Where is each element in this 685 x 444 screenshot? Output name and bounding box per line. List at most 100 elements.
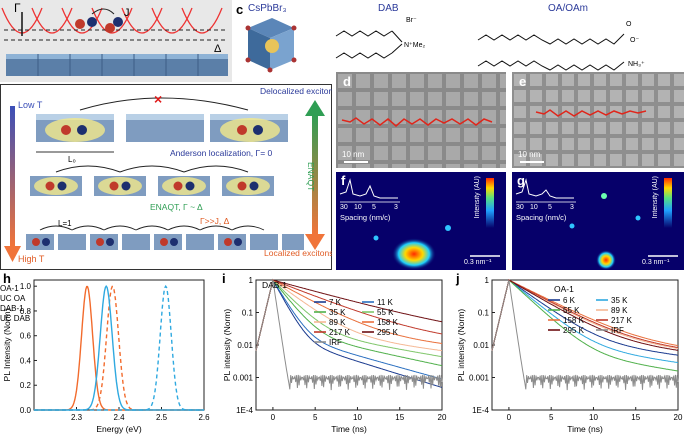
panel-e-scale: 10 nm: [518, 150, 541, 159]
i-legend-label: 295 K: [377, 328, 399, 337]
perovskite-structure: [245, 18, 297, 73]
l0-label: L₀: [68, 155, 76, 164]
i-legend-label: 158 K: [377, 318, 399, 327]
panel-b-exciton-schematic: Low T High T Delocalized excitons Locali…: [0, 84, 332, 270]
j-symbol: J: [124, 7, 130, 19]
j-ytick-label: 1E-4: [472, 406, 489, 415]
oa-title: OA/OAm: [548, 3, 589, 14]
h-ytick-label: 0.6: [20, 332, 32, 341]
panel-label-g: g: [517, 173, 525, 188]
i-xtick-label: 15: [395, 413, 404, 422]
i-xtick-label: 0: [271, 413, 276, 422]
svg-text:×: ×: [154, 91, 162, 107]
i-series-217-k: [255, 279, 443, 351]
localized-row: [26, 234, 304, 250]
i-ylabel: PL intensity (Norm): [222, 309, 232, 382]
h-ytick-label: 0.4: [20, 356, 32, 365]
panel-label-e: e: [519, 74, 527, 89]
panel-label-i: i: [222, 271, 226, 286]
panel-g-fft: 30 10 5 3 Spacing (nm/c) 0.3 nm⁻¹ Intens…: [512, 172, 684, 270]
i-legend-label: 55 K: [377, 308, 394, 317]
panel-e-tem-image: 10 nm: [512, 72, 684, 168]
i-series-irf: [255, 279, 443, 391]
panel-f-fft: 30 10 5 3 Spacing (nm/c) 0.3 nm⁻¹ Intens…: [336, 172, 506, 270]
br-label: Br⁻: [406, 17, 417, 24]
i-legend-label: IRF: [329, 338, 342, 347]
j-legend-label: 217 K: [611, 316, 633, 325]
j-legend-label: 35 K: [611, 296, 628, 305]
panel-f-tick-5: 5: [372, 204, 376, 211]
j-series-295-k: [491, 279, 679, 351]
chart-j: 0 5 10 15 20 1E-4 0.001 0.01 0.1 1 Time (ns) PL int…: [456, 276, 683, 434]
h-ytick-label: 0.0: [20, 406, 32, 415]
h-legend-label: UC OA: [0, 294, 26, 303]
dab-molecule: [335, 30, 403, 59]
panel-g-tick-10: 10: [530, 204, 538, 211]
h-ytick-label: 0.8: [20, 307, 32, 316]
i-series-89-k: [255, 279, 443, 352]
i-xlabel: Time (ns): [331, 424, 367, 434]
h-series-uc-oa: [34, 285, 204, 411]
j-series-irf: [491, 279, 679, 391]
panel-label-d-overlay: d: [343, 74, 351, 89]
anderson-label: Anderson localization, Γ= 0: [170, 148, 273, 158]
nh3-label: NH₃⁺: [628, 61, 645, 68]
i-legend-label: 11 K: [377, 298, 394, 307]
i-series-11-k: [255, 278, 443, 380]
anderson-row: × L₀ Anderson localization, Γ= 0: [36, 91, 288, 164]
panel-f-tick-10: 10: [354, 204, 362, 211]
panel-f-cbar-label: Intensity (AU): [474, 176, 481, 219]
j-legend-label: 295 K: [563, 326, 585, 335]
panel-f-xlabel: Spacing (nm/c): [340, 213, 391, 222]
dab-title: DAB: [378, 3, 399, 14]
i-ytick-label: 1E-4: [236, 406, 253, 415]
chart-i: 0 5 10 15 20 1E-4 0.001 0.01 0.1 1 Time (ns) PL int…: [222, 276, 447, 434]
h-legend-label: UC DAB: [0, 314, 30, 323]
panel-f-tick-30: 30: [340, 204, 348, 211]
i-ytick-label: 1: [249, 276, 254, 285]
j-legend-label: IRF: [611, 326, 624, 335]
j-legend-label: 89 K: [611, 306, 628, 315]
j-title: OA-1: [554, 284, 574, 294]
h-xtick-label: 2.3: [71, 413, 83, 422]
j-xlabel: Time (ns): [567, 424, 603, 434]
j-xtick-label: 5: [549, 413, 554, 422]
delocalized-label: Delocalized excitons: [260, 86, 332, 96]
j-series-55-k: [491, 279, 679, 372]
panel-c-structures: N⁺Me₂ Br⁻ O O⁻ NH₃⁺: [245, 17, 645, 73]
j-xtick-label: 0: [507, 413, 512, 422]
panel-d-tem-image: 10 nm: [336, 72, 506, 168]
enaqt-row-label: ENAQT, Γ ~ Δ: [150, 202, 203, 212]
panel-label-c: c: [236, 2, 244, 17]
h-xtick-label: 2.4: [113, 413, 125, 422]
i-ytick-label: 0.001: [233, 374, 254, 383]
cspbbr3-title: CsPbBr₃: [248, 3, 287, 14]
gamma-symbol: Γ: [14, 1, 21, 15]
j-xtick-label: 15: [631, 413, 640, 422]
panel-label-j: j: [456, 271, 460, 286]
panel-g-cbar-label: Intensity (AU): [652, 176, 659, 219]
j-xtick-label: 10: [589, 413, 598, 422]
i-legend-label: 217 K: [329, 328, 351, 337]
h-legend-label: DAB-1: [0, 304, 24, 313]
panel-a-parabolas: [1, 7, 223, 34]
panel-f-scale: 0.3 nm⁻¹: [464, 259, 492, 266]
i-xtick-label: 5: [313, 413, 318, 422]
j-ytick-label: 1: [485, 276, 490, 285]
gamma-gg-label: Γ>>J, Δ: [200, 216, 230, 226]
panel-g-tick-30: 30: [516, 204, 524, 211]
i-series-158-k: [255, 279, 443, 351]
l1-label: L=1: [58, 219, 72, 228]
h-xtick-label: 2.5: [156, 413, 168, 422]
o-label: O: [626, 21, 632, 28]
panel-a-energy-diagram: Γ J Δ: [0, 0, 232, 82]
h-ytick-label: 1.0: [20, 282, 32, 291]
panel-a-nanocrystal-row: [6, 54, 228, 76]
j-ytick-label: 0.1: [478, 309, 490, 318]
i-ytick-label: 0.01: [237, 341, 253, 350]
h-series-uc-dab: [34, 284, 204, 411]
panel-label-h: h: [3, 271, 11, 286]
i-ytick-label: 0.1: [242, 309, 254, 318]
j-series-217-k: [491, 279, 679, 351]
nme2-label: N⁺Me₂: [404, 42, 425, 49]
